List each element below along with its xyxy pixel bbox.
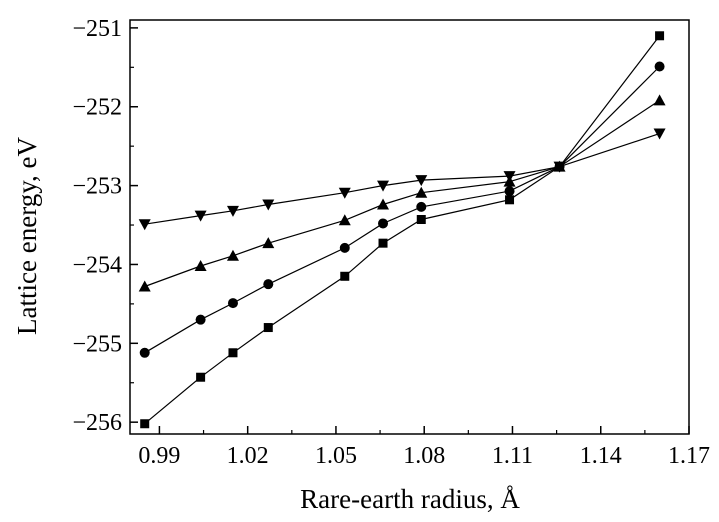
data-point-triangle-down bbox=[194, 210, 207, 222]
series-line-triangle-up bbox=[144, 99, 660, 288]
data-point-triangle-up bbox=[226, 249, 239, 261]
data-point-triangle-up bbox=[262, 237, 275, 249]
data-point-triangle-down bbox=[226, 205, 239, 217]
data-point-triangle-down bbox=[138, 219, 151, 231]
series-line-square bbox=[144, 35, 661, 425]
data-point-square bbox=[263, 323, 273, 333]
data-point-square bbox=[505, 195, 515, 205]
data-point-square bbox=[340, 271, 350, 281]
data-point-triangle-down bbox=[262, 199, 275, 211]
x-tick-label: 1.08 bbox=[403, 443, 445, 469]
data-point-circle bbox=[416, 201, 427, 212]
data-point-triangle-down bbox=[415, 175, 428, 187]
data-point-triangle-up bbox=[415, 186, 428, 198]
data-point-circle bbox=[139, 347, 150, 358]
data-point-circle bbox=[339, 242, 350, 253]
data-point-square bbox=[655, 31, 665, 41]
x-tick-label: 1.05 bbox=[315, 443, 357, 469]
x-tick-label: 1.14 bbox=[580, 443, 622, 469]
data-point-circle bbox=[263, 279, 274, 290]
plot-frame bbox=[129, 19, 690, 435]
x-tick-label: 1.17 bbox=[668, 443, 710, 469]
x-tick-label: 0.99 bbox=[138, 443, 180, 469]
series-line-triangle-down bbox=[144, 133, 660, 225]
data-point-circle bbox=[654, 61, 665, 72]
data-point-triangle-down bbox=[553, 161, 566, 173]
data-point-triangle-down bbox=[338, 187, 351, 199]
series-layer bbox=[138, 31, 666, 429]
y-axis-title: Lattice energy, eV bbox=[12, 137, 42, 335]
x-tick-label: 1.02 bbox=[227, 443, 269, 469]
y-tick-label: −254 bbox=[72, 252, 122, 278]
data-point-triangle-up bbox=[194, 260, 207, 272]
data-point-square bbox=[378, 238, 388, 248]
data-point-square bbox=[140, 419, 150, 429]
series-line-circle bbox=[144, 66, 661, 354]
data-point-square bbox=[416, 215, 426, 225]
x-axis-title: Rare-earth radius, Å bbox=[300, 484, 520, 514]
data-point-circle bbox=[195, 314, 206, 325]
data-point-triangle-up bbox=[653, 94, 666, 106]
tick-layer: 0.99 1.02 1.05 1.08 1.11 1.14 1.17 −256 −255 −254… bbox=[72, 16, 710, 469]
data-point-circle bbox=[378, 218, 389, 229]
y-tick-label: −253 bbox=[72, 174, 122, 200]
y-tick-label: −255 bbox=[72, 331, 122, 357]
data-point-triangle-up bbox=[338, 214, 351, 226]
data-point-triangle-up bbox=[377, 198, 390, 210]
data-point-square bbox=[196, 372, 206, 382]
y-tick-label: −251 bbox=[72, 16, 122, 42]
data-point-triangle-up bbox=[138, 280, 151, 292]
data-point-triangle-down bbox=[377, 180, 390, 192]
data-point-circle bbox=[504, 186, 515, 197]
x-tick-label: 1.11 bbox=[492, 443, 533, 469]
data-point-triangle-down bbox=[503, 171, 516, 183]
y-tick-label: −256 bbox=[72, 410, 122, 436]
data-point-square bbox=[228, 348, 238, 358]
data-point-circle bbox=[227, 298, 238, 309]
y-tick-label: −252 bbox=[72, 95, 122, 121]
data-point-triangle-down bbox=[653, 128, 666, 140]
